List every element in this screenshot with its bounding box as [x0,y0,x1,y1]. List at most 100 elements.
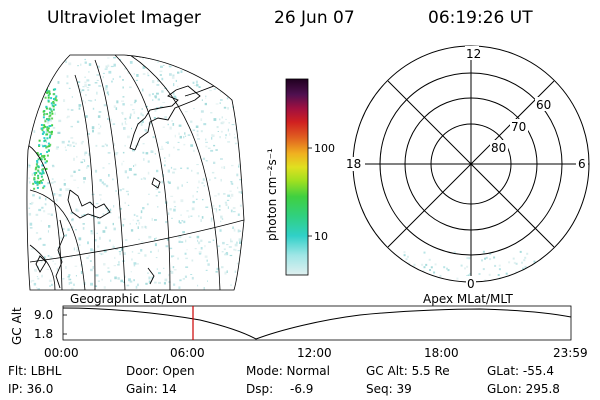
speckle [237,279,240,281]
speckle [44,139,47,142]
speckle [147,272,149,274]
speckle [33,176,36,179]
speckle [115,248,119,250]
xtick-2359: 23:59 [553,346,588,360]
speckle [193,85,197,86]
speckle [54,97,57,100]
speckle [39,237,42,240]
speckle [113,205,115,208]
speckle [28,59,31,61]
speckle [78,244,81,246]
speckle [46,151,49,153]
speckle [105,184,109,188]
speckle [237,213,240,216]
speckle [238,165,240,168]
speckle [99,194,102,196]
speckle [231,164,234,167]
speckle [122,103,125,106]
speckle [122,151,125,154]
speckle [97,65,100,68]
speckle [229,58,232,61]
speckle [30,280,32,283]
speckle [203,123,207,126]
speckle [49,120,52,122]
speckle [405,281,408,282]
speckle [135,79,138,81]
speckle [164,55,167,58]
speckle [453,251,456,254]
speckle [155,185,158,187]
speckle [184,132,186,135]
speckle [87,99,91,102]
speckle [41,57,45,59]
speckle [46,268,49,270]
speckle [131,251,134,253]
speckle [98,123,100,126]
speckle [38,182,41,185]
speckle [237,127,240,130]
speckle [167,141,169,144]
speckle [519,250,522,253]
speckle [90,203,92,206]
speckle [218,204,221,208]
speckle [46,118,48,121]
speckle [180,70,183,73]
speckle [54,88,57,91]
speckle [69,278,72,281]
speckle [238,238,242,241]
speckle [403,254,406,257]
speckle [48,107,51,110]
speckle [224,201,227,204]
speckle [141,108,143,110]
speckle [41,206,44,209]
speckle [170,271,174,274]
speckle [157,61,159,63]
speckle [68,282,70,285]
speckle [179,279,182,282]
speckle [226,244,229,246]
speckle [122,79,124,81]
map-border [26,54,245,291]
speckle [239,274,241,278]
speckle [438,278,441,281]
speckle [196,130,199,133]
speckle [87,241,89,245]
speckle [137,252,141,254]
speckle [200,239,203,242]
speckle [237,186,239,189]
speckle [199,62,201,64]
speckle [526,283,528,285]
speckle [52,127,56,129]
xtick-0000: 00:00 [44,346,79,360]
speckle [40,220,42,222]
speckle [159,58,162,61]
speckle [497,274,500,276]
speckle [80,63,82,66]
speckle [75,275,77,277]
speckle [154,109,157,112]
speckle [524,265,527,268]
speckle [98,127,100,129]
speckle [44,96,47,99]
speckle [65,60,67,63]
speckle [43,156,46,159]
speckle [227,194,231,197]
speckle [385,255,387,258]
speckle [196,172,199,175]
speckle [179,135,182,139]
mlt-label-0: 0 [467,277,475,291]
speckle [29,181,31,184]
speckle [82,86,85,88]
speckle [191,207,195,211]
speckle [385,268,388,271]
speckle [159,70,163,73]
speckle [42,186,45,189]
speckle [232,80,235,82]
speckle [160,106,163,108]
speckle [45,197,47,201]
speckle [154,243,157,247]
speckle [97,280,100,282]
speckle [150,250,152,253]
speckle [155,257,158,259]
speckle [178,220,180,223]
